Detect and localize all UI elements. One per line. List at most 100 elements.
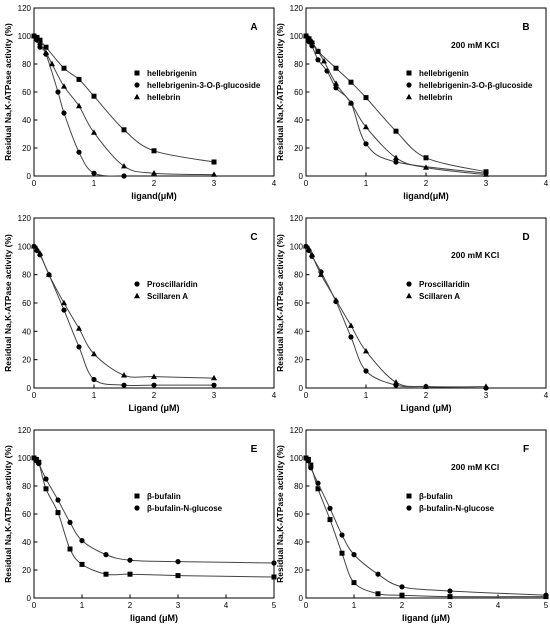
legend-label: hellebrigenin — [147, 69, 197, 78]
y-axis-label: Residual Na,K-ATPase activity (%) — [275, 234, 285, 372]
x-tick-label: 0 — [304, 601, 309, 610]
legend-label: hellebrigenin — [419, 69, 469, 78]
data-point-triangle — [61, 299, 67, 306]
data-point-circle — [55, 497, 61, 503]
y-tick-label: 80 — [22, 482, 31, 491]
data-point-triangle — [303, 32, 309, 39]
y-tick-label: 40 — [22, 116, 31, 125]
legend-label: β-bufalin — [147, 492, 181, 501]
data-point-triangle — [151, 170, 157, 176]
y-tick-label: 120 — [18, 214, 32, 223]
y-tick-label: 80 — [294, 60, 303, 69]
x-tick-label: 3 — [448, 601, 453, 610]
chart-panel-c: 0 20 40 60 80 100 120 0 1 2 3 4 Ligand (μM) Residual … — [3, 214, 277, 413]
series-line-triangle — [306, 35, 487, 176]
data-point-triangle — [46, 271, 52, 277]
data-point-square — [103, 571, 109, 577]
y-axis-label: Residual Na,K-ATPase activity (%) — [275, 23, 285, 161]
panel-letter: E — [251, 444, 258, 455]
data-point-circle — [76, 149, 82, 155]
data-point-circle — [399, 584, 405, 590]
plot-frame — [33, 217, 275, 389]
y-tick-label: 40 — [22, 327, 31, 336]
y-tick-label: 0 — [27, 172, 32, 181]
y-tick-label: 20 — [294, 566, 303, 575]
y-tick-label: 40 — [294, 327, 303, 336]
data-point-triangle — [315, 48, 321, 54]
series-line-triangle — [34, 245, 215, 379]
y-tick-label: 120 — [18, 4, 32, 13]
panel-letter: F — [523, 444, 529, 455]
data-point-triangle — [91, 129, 97, 135]
data-point-triangle — [43, 49, 49, 55]
data-point-triangle — [34, 245, 40, 252]
data-point-triangle — [34, 35, 40, 41]
data-point-triangle — [303, 243, 309, 249]
x-tick-label: 2 — [400, 601, 405, 610]
y-tick-label: 60 — [22, 299, 31, 308]
y-tick-label: 40 — [294, 538, 303, 547]
data-point-triangle — [76, 102, 82, 109]
legend-marker-circle — [134, 281, 140, 287]
data-point-triangle — [211, 171, 217, 177]
legend-marker-triangle — [134, 292, 140, 299]
x-axis-label: Ligand (μM) — [129, 403, 180, 413]
y-tick-label: 60 — [22, 510, 31, 519]
y-tick-label: 100 — [290, 32, 304, 41]
data-point-square — [67, 546, 73, 552]
data-point-triangle — [309, 251, 315, 258]
legend-marker-circle — [134, 505, 140, 511]
x-tick-label: 3 — [212, 391, 217, 400]
data-point-square — [271, 574, 277, 580]
series-line-circle — [34, 246, 214, 387]
series-line-triangle — [34, 35, 215, 176]
legend-label: hellebrigenin-3-O-β-glucoside — [419, 81, 533, 90]
y-tick-label: 20 — [22, 356, 31, 365]
y-tick-label: 80 — [294, 482, 303, 491]
data-point-triangle — [76, 325, 82, 331]
y-tick-label: 0 — [299, 384, 304, 393]
data-point-triangle — [121, 163, 127, 169]
data-point-square — [61, 65, 67, 71]
data-point-triangle — [363, 123, 369, 130]
series-line-square — [34, 457, 274, 578]
data-point-triangle — [321, 58, 327, 64]
legend-marker-circle — [406, 82, 412, 88]
data-point-triangle — [333, 80, 339, 86]
data-point-square — [175, 573, 181, 579]
data-point-triangle — [483, 383, 489, 389]
condition-note: 200 mM KCl — [451, 462, 499, 472]
series-line-square — [306, 457, 546, 598]
data-point-triangle — [393, 154, 399, 160]
data-point-triangle — [309, 38, 315, 44]
legend-label: hellebrin — [419, 93, 452, 102]
data-point-circle — [43, 476, 49, 482]
data-point-triangle — [423, 383, 429, 389]
legend-label: β-bufalin — [419, 492, 453, 501]
y-tick-label: 80 — [22, 271, 31, 280]
data-point-square — [363, 95, 369, 101]
legend-label: Scillaren A — [419, 292, 460, 301]
legend-label: Scillaren A — [147, 292, 188, 301]
data-point-triangle — [306, 245, 312, 252]
data-point-square — [393, 128, 399, 134]
data-point-triangle — [91, 350, 97, 357]
legend-marker-triangle — [406, 292, 412, 299]
x-tick-label: 1 — [352, 601, 357, 610]
x-tick-label: 2 — [128, 601, 133, 610]
legend-label: hellebrigenin-3-O-β-glucoside — [147, 81, 261, 90]
data-point-circle — [315, 57, 321, 63]
y-tick-label: 60 — [294, 88, 303, 97]
data-point-circle — [333, 85, 339, 91]
x-tick-label: 4 — [544, 179, 549, 188]
data-point-triangle — [31, 243, 37, 249]
legend-marker-circle — [406, 281, 412, 287]
condition-note: 200 mM KCl — [451, 250, 499, 260]
y-tick-label: 40 — [22, 538, 31, 547]
x-axis-label: ligand(μM) — [403, 191, 449, 201]
y-tick-label: 100 — [18, 242, 32, 251]
legend-label: Proscillaridin — [147, 280, 198, 289]
x-tick-label: 2 — [424, 391, 429, 400]
data-point-circle — [363, 141, 369, 147]
